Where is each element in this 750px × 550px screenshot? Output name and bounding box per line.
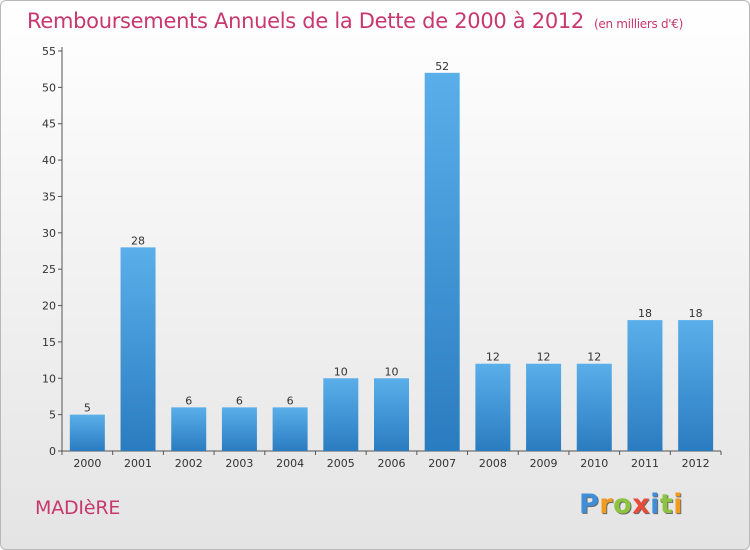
data-labels: 5 28 6 6 6 10 10 52 12 12 12 18 18	[84, 60, 703, 415]
bar	[526, 363, 562, 451]
bar-value-label: 10	[385, 365, 399, 378]
y-tick-label: 35	[42, 190, 56, 203]
bar	[627, 320, 663, 451]
x-tick-label: 2004	[276, 457, 304, 470]
x-tick-label: 2010	[580, 457, 608, 470]
bar	[424, 72, 460, 452]
y-tick-label: 25	[42, 263, 56, 276]
y-tick-label: 5	[49, 409, 56, 422]
y-tick-label: 10	[42, 372, 56, 385]
bar	[678, 320, 714, 451]
x-tick-label: 2007	[428, 457, 456, 470]
bar	[323, 378, 359, 451]
bar-value-label: 10	[334, 365, 348, 378]
y-tick-label: 15	[42, 336, 56, 349]
bars	[69, 72, 714, 452]
bar	[221, 407, 257, 451]
bar-value-label: 12	[486, 351, 500, 364]
y-tick-label: 30	[42, 227, 56, 240]
bar-value-label: 18	[689, 307, 703, 320]
y-tick-label: 50	[42, 81, 56, 94]
logo-letter: r	[599, 489, 614, 520]
bar-value-label: 12	[537, 351, 551, 364]
logo-letter: x	[632, 489, 651, 520]
y-tick-label: 55	[42, 45, 56, 58]
bar	[120, 247, 156, 451]
x-tick-label: 2011	[631, 457, 659, 470]
axes: 0 5 10 15 20 25 30 35 40 45 50 55 2000 2001 2002 2003 20…	[42, 45, 722, 470]
commune-name: MADIèRE	[35, 497, 121, 519]
x-tick-label: 2000	[73, 457, 101, 470]
x-tick-label: 2009	[530, 457, 558, 470]
logo-letter: i	[650, 489, 660, 520]
bar-value-label: 6	[185, 394, 192, 407]
bar	[475, 363, 511, 451]
bar	[272, 407, 308, 451]
bar-value-label: 12	[587, 351, 601, 364]
bar-value-label: 52	[435, 60, 449, 73]
y-tick-label: 45	[42, 118, 56, 131]
bar	[171, 407, 207, 451]
bar-value-label: 18	[638, 307, 652, 320]
bar-value-label: 28	[131, 234, 145, 247]
logo-letter: P	[579, 489, 600, 520]
logo-letter: o	[613, 489, 633, 520]
bar	[576, 363, 612, 451]
x-tick-label: 2006	[378, 457, 406, 470]
y-tick-label: 0	[49, 445, 56, 458]
unit-label: (en milliers d'€)	[594, 17, 684, 31]
title-text: Remboursements Annuels de la Dette de 20…	[27, 9, 584, 33]
x-tick-label: 2005	[327, 457, 355, 470]
y-tick-label: 20	[42, 300, 56, 313]
x-tick-label: 2003	[225, 457, 253, 470]
logo-letter: t	[659, 489, 674, 520]
x-tick-label: 2002	[175, 457, 203, 470]
y-tick-label: 40	[42, 154, 56, 167]
x-tick-label: 2012	[682, 457, 710, 470]
bar	[69, 414, 105, 451]
bar-value-label: 6	[287, 394, 294, 407]
logo-letter: i	[673, 489, 684, 520]
bar-value-label: 6	[236, 394, 243, 407]
x-tick-label: 2008	[479, 457, 507, 470]
bar	[374, 378, 409, 451]
proxiti-logo: Proxiti	[579, 489, 683, 520]
x-tick-label: 2001	[124, 457, 152, 470]
bar-value-label: 5	[84, 402, 91, 415]
chart-title: Remboursements Annuels de la Dette de 20…	[27, 9, 683, 33]
